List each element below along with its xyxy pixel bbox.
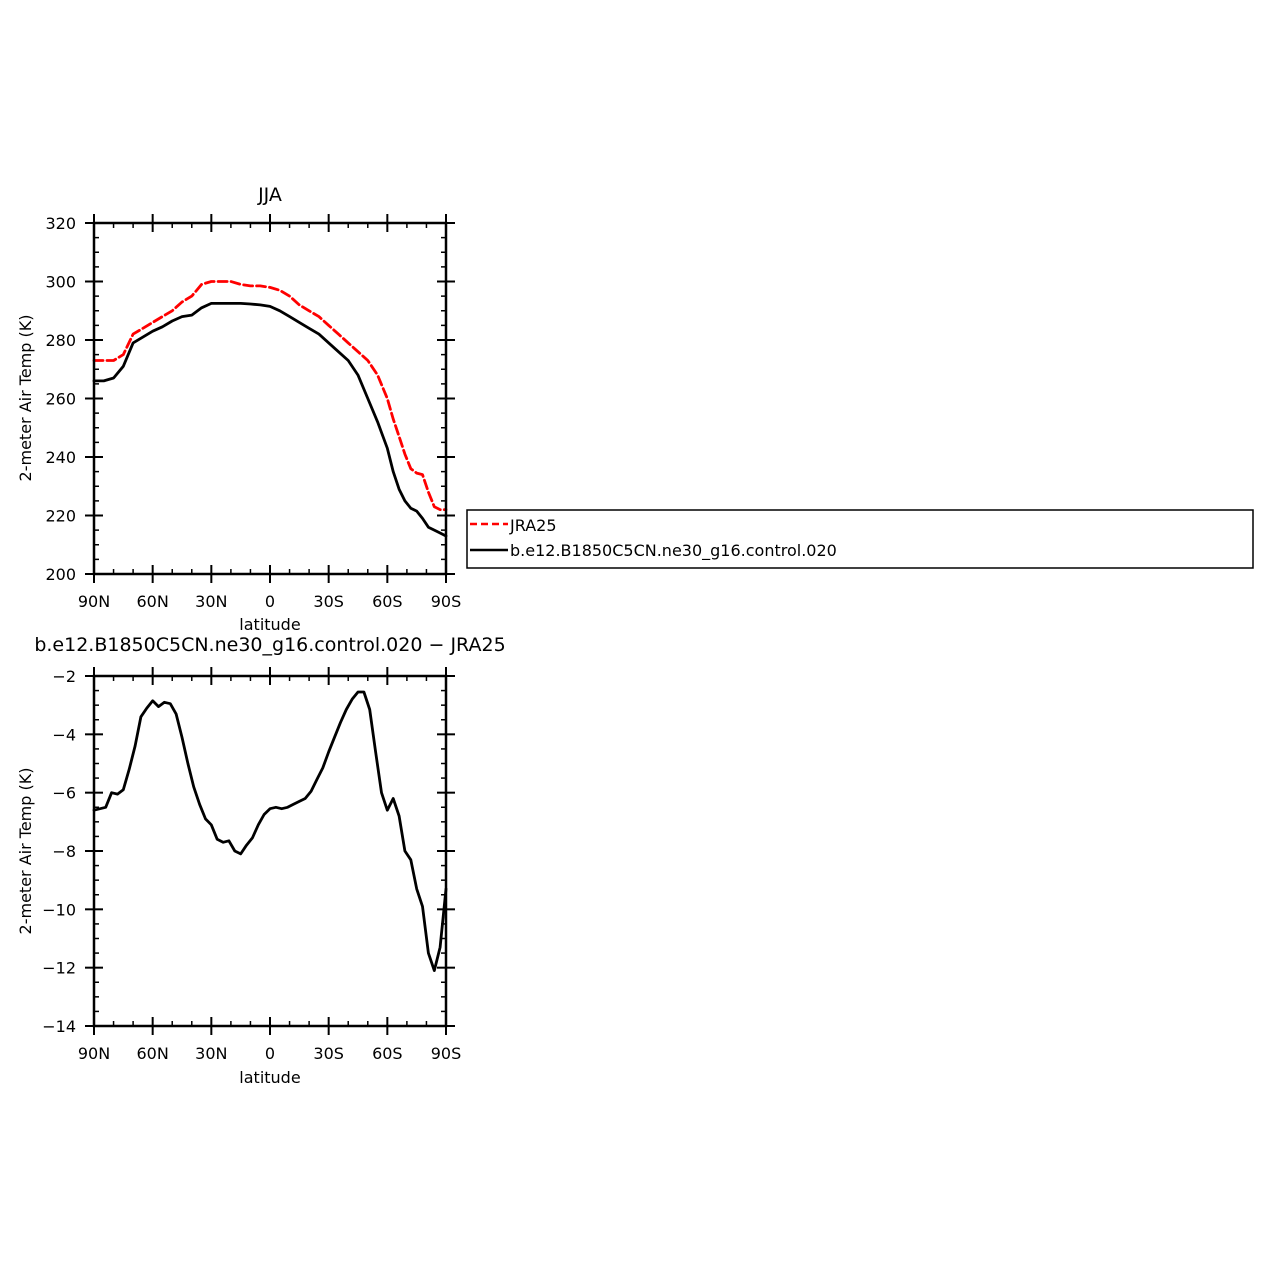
top-chart-lines (92, 280, 448, 538)
top-chart: JJA 200 220 240 260 280 300 320 90N 60N 30N 0 30S 6… (16, 184, 461, 634)
x-tick-label: 30S (313, 592, 344, 611)
y-tick-label: −14 (42, 1017, 76, 1036)
bottom-y-axis-label: 2-meter Air Temp (K) (16, 768, 35, 935)
x-tick-label: 60N (137, 592, 169, 611)
x-tick-label: 90N (78, 1044, 110, 1063)
bottom-y-tick-labels: −14 −12 −10 −8 −6 −4 −2 (42, 667, 76, 1036)
bottom-x-tick-labels: 90N 60N 30N 0 30S 60S 90S (78, 1044, 461, 1063)
y-tick-label: −2 (52, 667, 76, 686)
x-tick-label: 30N (195, 1044, 227, 1063)
top-x-axis-label: latitude (239, 615, 300, 634)
x-tick-label: 0 (265, 592, 275, 611)
y-tick-label: −12 (42, 959, 76, 978)
top-y-axis-label: 2-meter Air Temp (K) (16, 315, 35, 482)
series-line-difference (92, 690, 448, 972)
y-tick-label: 320 (45, 214, 76, 233)
x-tick-label: 30S (313, 1044, 344, 1063)
x-tick-label: 90S (431, 1044, 462, 1063)
bottom-axis-ticks (85, 667, 455, 1035)
top-chart-title: JJA (257, 184, 282, 206)
legend-label-jra25: JRA25 (509, 516, 557, 535)
top-x-tick-labels: 90N 60N 30N 0 30S 60S 90S (78, 592, 461, 611)
x-tick-label: 90N (78, 592, 110, 611)
legend-box (466, 509, 1254, 569)
bottom-chart-title: b.e12.B1850C5CN.ne30_g16.control.020 − J… (34, 634, 505, 656)
x-tick-label: 30N (195, 592, 227, 611)
y-tick-label: 260 (45, 390, 76, 409)
bottom-x-axis-label: latitude (239, 1068, 300, 1087)
y-tick-label: −8 (52, 842, 76, 861)
x-tick-label: 60S (372, 592, 403, 611)
x-tick-label: 60S (372, 1044, 403, 1063)
bottom-chart-lines (92, 690, 448, 972)
series-line-jra25 (92, 280, 448, 511)
series-line-b-e12-b1850c5cn-ne30-g16-control-020 (92, 302, 448, 538)
y-tick-label: −10 (42, 900, 76, 919)
y-tick-label: −6 (52, 784, 76, 803)
top-plot-frame (92, 221, 448, 576)
y-tick-label: 200 (45, 565, 76, 584)
legend: JRA25 b.e12.B1850C5CN.ne30_g16.control.0… (466, 509, 1254, 569)
y-tick-label: 280 (45, 331, 76, 350)
x-tick-label: 90S (431, 592, 462, 611)
y-tick-label: −4 (52, 725, 76, 744)
y-tick-label: 240 (45, 448, 76, 467)
x-tick-label: 60N (137, 1044, 169, 1063)
legend-label-model: b.e12.B1850C5CN.ne30_g16.control.020 (510, 541, 837, 561)
y-tick-label: 300 (45, 273, 76, 292)
bottom-chart: b.e12.B1850C5CN.ne30_g16.control.020 − J… (16, 634, 506, 1087)
bottom-plot-frame (92, 674, 448, 1028)
top-y-tick-labels: 200 220 240 260 280 300 320 (45, 214, 76, 584)
x-tick-label: 0 (265, 1044, 275, 1063)
top-axis-ticks (85, 214, 455, 583)
y-tick-label: 220 (45, 507, 76, 526)
